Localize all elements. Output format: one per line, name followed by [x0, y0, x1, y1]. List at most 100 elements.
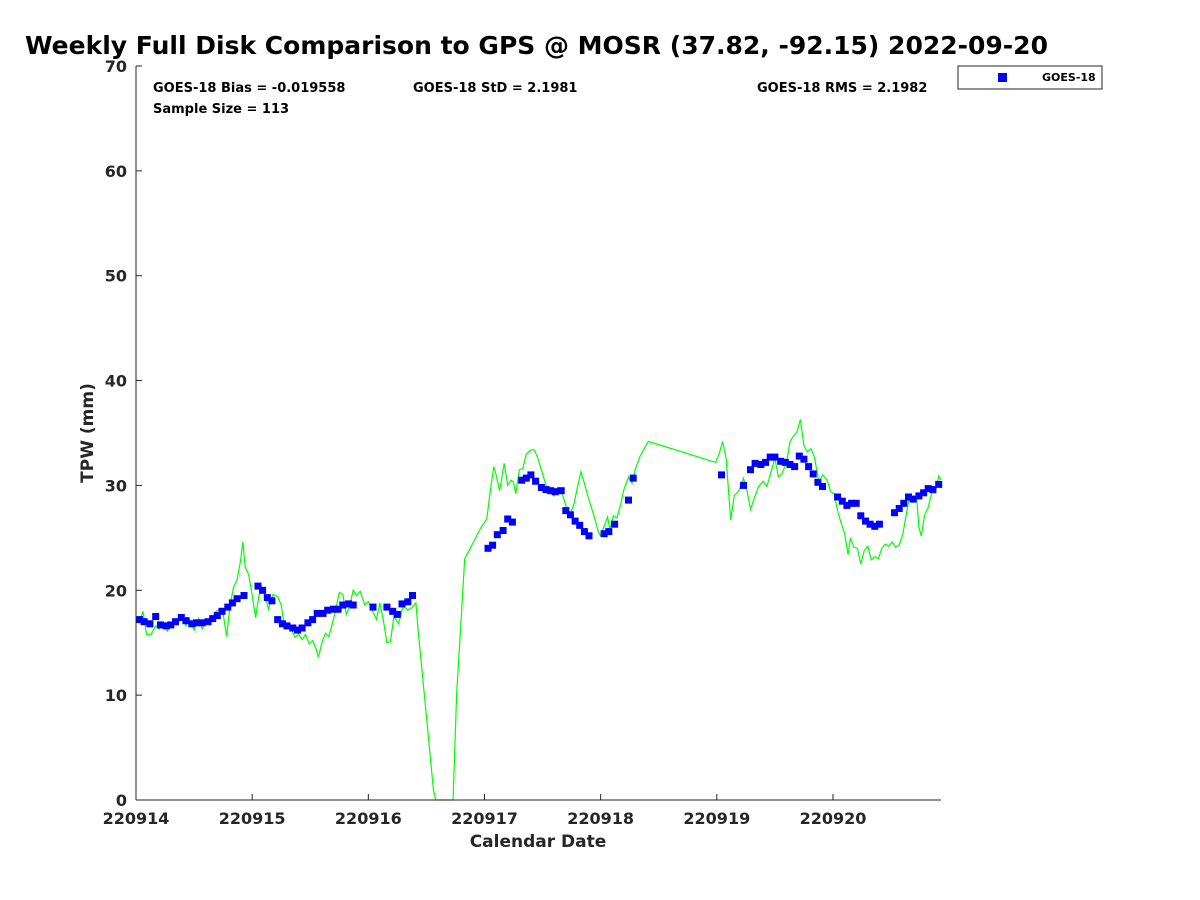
goes18-data-point	[136, 616, 143, 624]
goes18-data-point	[172, 618, 179, 626]
goes18-data-point	[334, 605, 342, 613]
goes18-data-point	[915, 492, 923, 500]
legend-label: GOES-18	[1042, 71, 1096, 84]
goes18-data-point	[268, 597, 276, 605]
goes18-data-point	[309, 616, 317, 624]
goes18-data-point	[585, 532, 593, 540]
x-axis-label: Calendar Date	[470, 832, 607, 852]
goes18-data-point	[629, 474, 637, 482]
goes18-data-point	[298, 624, 306, 632]
goes18-data-point	[777, 457, 785, 465]
y-tick-label: 40	[105, 372, 127, 391]
goes18-data-point	[834, 493, 842, 501]
goes18-data-point	[909, 495, 917, 503]
goes18-data-point	[866, 520, 874, 528]
goes18-data-point	[805, 463, 813, 471]
goes18-data-point	[814, 478, 822, 486]
goes18-data-point	[324, 606, 332, 614]
goes18-data-point	[757, 461, 765, 468]
goes18-data-point	[254, 582, 262, 590]
goes18-data-point	[611, 520, 619, 528]
x-axis-ticks: 220914 220915 220916 220917 220918 220919 2209…	[103, 794, 866, 828]
goes18-data-point	[240, 592, 248, 599]
goes18-data-point	[781, 458, 789, 466]
goes18-data-point	[204, 618, 212, 626]
goes18-data-point	[532, 477, 540, 485]
goes18-data-point	[330, 605, 337, 613]
x-tick-label: 220919	[683, 809, 750, 828]
goes18-data-point	[819, 483, 826, 490]
y-tick-label: 50	[105, 267, 127, 286]
goes18-data-point	[551, 488, 559, 496]
plot-area	[136, 66, 941, 800]
goes18-data-point	[484, 544, 492, 552]
goes18-data-point	[848, 499, 856, 507]
goes18-data-point	[409, 592, 416, 599]
goes18-data-point	[857, 512, 865, 520]
x-tick-label: 220916	[335, 809, 402, 828]
goes18-data-point	[809, 470, 817, 478]
goes18-data-point	[345, 600, 353, 608]
goes18-data-point	[140, 618, 148, 626]
goes18-data-point	[404, 598, 412, 606]
goes18-data-point	[527, 471, 535, 479]
goes18-data-point	[263, 594, 271, 602]
goes18-data-point	[304, 619, 312, 627]
goes18-data-point	[920, 489, 928, 497]
x-tick-label: 220915	[219, 809, 286, 828]
goes18-data-point	[600, 530, 608, 538]
std-stat: GOES-18 StD = 2.1981	[413, 81, 577, 96]
goes18-data-point	[177, 614, 185, 621]
goes18-data-point	[398, 600, 406, 608]
goes18-data-point	[862, 517, 869, 525]
goes18-data-point	[233, 595, 241, 603]
goes18-data-point	[278, 620, 286, 628]
goes18-data-point	[274, 616, 282, 624]
goes18-data-point	[156, 621, 164, 629]
goes18-data-point	[349, 601, 357, 609]
goes18-data-point	[562, 507, 570, 515]
goes18-data-point	[198, 619, 206, 627]
goes18-data-point	[224, 603, 232, 611]
x-tick-label: 220914	[103, 809, 170, 828]
y-axis-label: TPW (mm)	[78, 383, 98, 483]
goes18-data-point	[895, 505, 903, 512]
goes18-data-point	[228, 599, 236, 607]
goes18-data-point	[771, 453, 779, 461]
goes18-data-point	[766, 453, 774, 461]
goes18-data-point	[762, 458, 770, 466]
legend-box	[957, 65, 1103, 90]
y-axis-ticks: 0 10 20 30 40 50 60 70	[105, 57, 142, 810]
goes18-data-point	[891, 509, 898, 517]
goes18-data-point	[852, 499, 860, 507]
sample-size-stat: Sample Size = 113	[153, 102, 289, 117]
goes18-data-point	[791, 463, 799, 471]
goes18-data-point	[188, 620, 196, 628]
y-tick-label: 0	[116, 791, 127, 810]
goes18-data-point	[566, 511, 574, 519]
goes18-data-point	[557, 487, 565, 495]
goes18-data-point	[605, 528, 613, 536]
goes18-data-point	[625, 496, 632, 504]
goes18-data-point	[537, 484, 545, 491]
goes18-data-point	[213, 612, 221, 619]
y-tick-label: 70	[105, 57, 127, 76]
goes18-data-point	[935, 480, 943, 488]
goes18-data-point	[489, 541, 497, 549]
goes18-data-point	[339, 601, 347, 609]
goes18-data-point	[571, 517, 579, 525]
y-tick-label: 60	[105, 162, 127, 181]
goes18-data-point	[259, 586, 267, 594]
goes18-data-point	[499, 527, 507, 534]
goes18-data-point	[167, 621, 175, 629]
goes18-data-point	[740, 481, 747, 489]
goes18-data-point	[800, 455, 808, 463]
goes18-data-point	[493, 531, 501, 539]
goes18-data-point	[369, 603, 377, 611]
goes18-data-point	[393, 610, 401, 618]
goes18-data-point	[905, 493, 912, 501]
goes18-data-point	[389, 607, 397, 615]
y-tick-label: 20	[105, 581, 127, 600]
goes18-data-point	[838, 497, 846, 505]
